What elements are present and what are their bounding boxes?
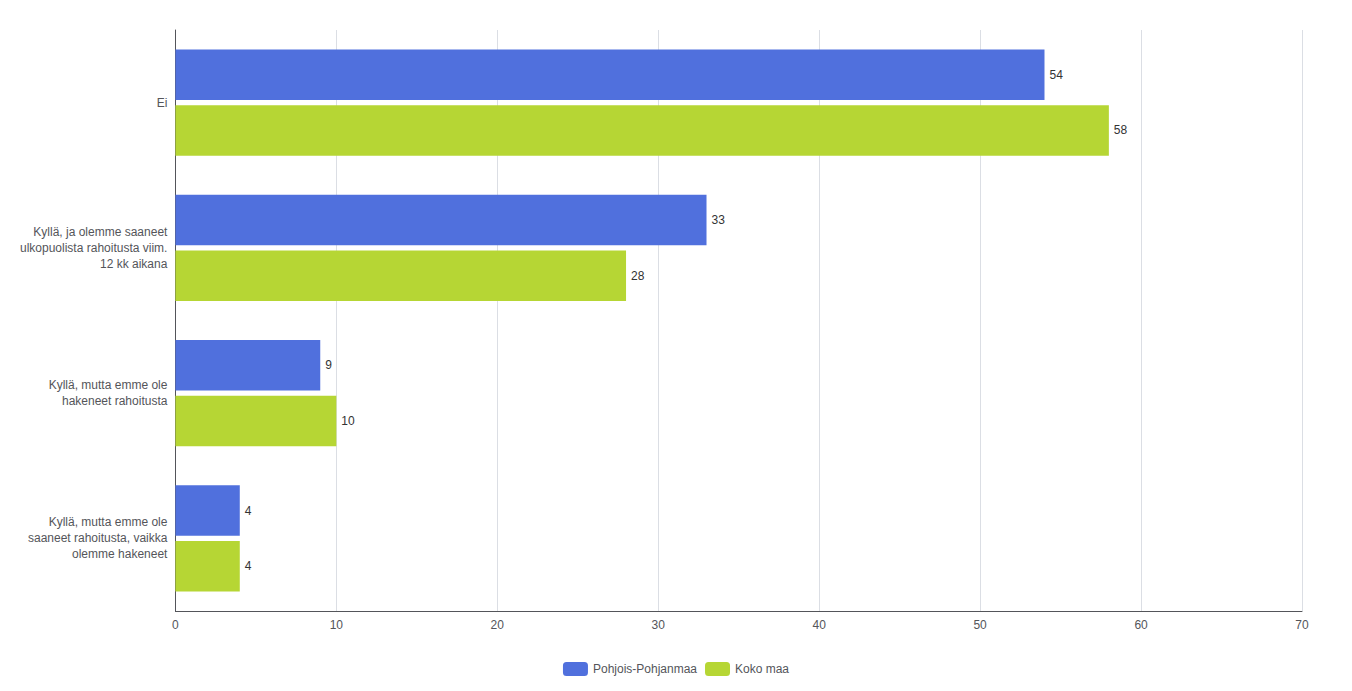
svg-text:70: 70 [1295, 618, 1309, 632]
svg-text:30: 30 [652, 618, 666, 632]
svg-text:40: 40 [812, 618, 826, 632]
svg-text:Pohjois-Pohjanmaa: Pohjois-Pohjanmaa [593, 662, 697, 676]
svg-text:saaneet rahoitusta, vaikka: saaneet rahoitusta, vaikka [28, 531, 168, 545]
svg-text:Kyllä, ja olemme saaneet: Kyllä, ja olemme saaneet [33, 225, 168, 239]
svg-text:10: 10 [341, 414, 355, 428]
svg-text:60: 60 [1134, 618, 1148, 632]
svg-text:4: 4 [245, 559, 252, 573]
svg-text:Kyllä, mutta emme ole: Kyllä, mutta emme ole [49, 515, 168, 529]
svg-text:ulkopuolista rahoitusta viim.: ulkopuolista rahoitusta viim. [20, 241, 167, 255]
svg-text:28: 28 [631, 269, 645, 283]
svg-text:Ei: Ei [157, 96, 168, 110]
svg-text:0: 0 [172, 618, 179, 632]
svg-text:Kyllä, mutta emme ole: Kyllä, mutta emme ole [49, 378, 168, 392]
svg-text:Koko maa: Koko maa [735, 662, 789, 676]
svg-text:54: 54 [1049, 68, 1063, 82]
svg-text:9: 9 [325, 358, 332, 372]
svg-text:12 kk aikana: 12 kk aikana [100, 257, 168, 271]
svg-text:58: 58 [1114, 123, 1128, 137]
svg-text:olemme hakeneet: olemme hakeneet [72, 547, 168, 561]
svg-text:50: 50 [973, 618, 987, 632]
svg-text:10: 10 [330, 618, 344, 632]
svg-text:20: 20 [491, 618, 505, 632]
svg-text:33: 33 [712, 213, 726, 227]
svg-text:4: 4 [245, 504, 252, 518]
svg-text:hakeneet rahoitusta: hakeneet rahoitusta [62, 394, 168, 408]
